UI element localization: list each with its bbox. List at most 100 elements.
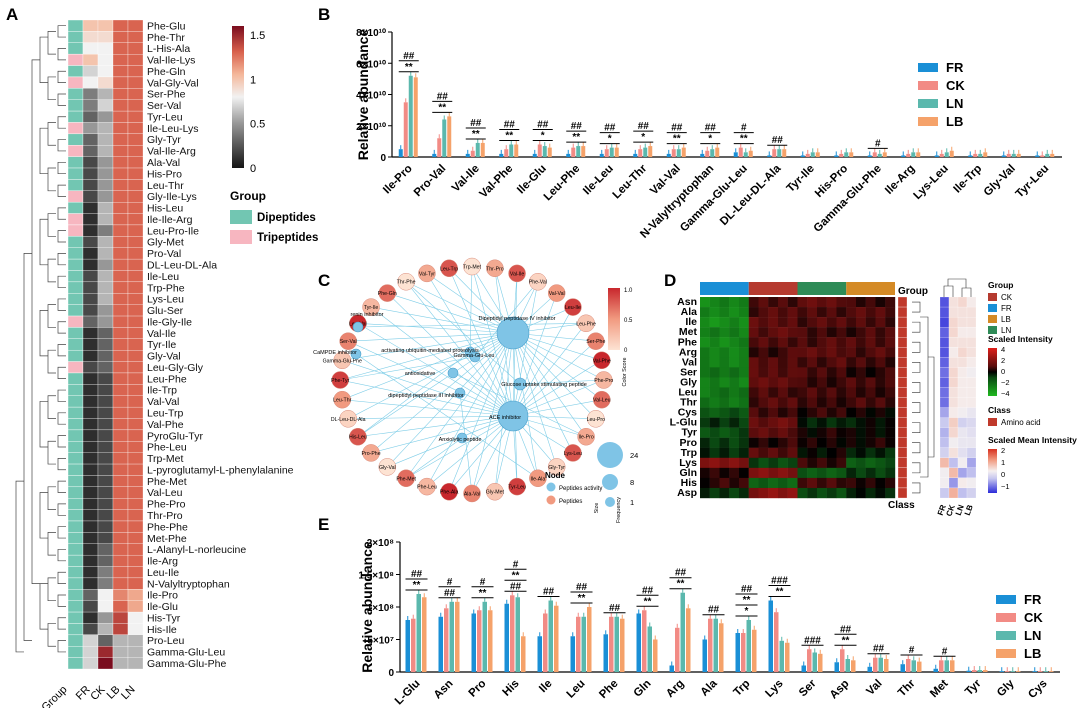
row-label: Val-Phe: [147, 419, 184, 431]
category-label: Lys: [763, 678, 785, 700]
class-cell: [898, 488, 907, 498]
heatmap-cell: [788, 317, 798, 327]
category-label: Val: [864, 678, 884, 698]
mean-cell: [940, 357, 949, 367]
heatmap-cell: [113, 327, 128, 338]
network-edge: [406, 438, 462, 478]
significance-mark: ##: [604, 123, 616, 134]
heatmap-cell: [876, 478, 886, 488]
heatmap-cell: [729, 307, 739, 317]
colorbar-tick: 0.5: [250, 119, 265, 131]
bar-lb: [581, 146, 585, 157]
heatmap-cell: [807, 387, 817, 397]
heatmap-cell: [128, 464, 143, 475]
scaled-intensity-tick: 4: [1001, 345, 1005, 354]
heatmap-cell: [749, 478, 759, 488]
heatmap-cell: [739, 448, 749, 458]
bar-lb: [983, 670, 988, 672]
significance-mark: **: [479, 588, 487, 599]
heatmap-cell: [83, 396, 98, 407]
heatmap-cell: [876, 377, 886, 387]
heatmap-cell: [856, 458, 866, 468]
heatmap-cell: [98, 612, 113, 623]
heatmap-cell: [846, 307, 856, 317]
bar-ck: [705, 151, 709, 157]
dendrogram-link: [48, 168, 56, 191]
heatmap-cell: [128, 327, 143, 338]
frequency-label: Frequency: [616, 497, 622, 523]
heatmap-cell: [866, 398, 876, 408]
bar-ck: [477, 610, 482, 672]
row-label: L-Alanyl-L-norleucine: [147, 544, 246, 556]
row-label: Val-Leu: [147, 487, 183, 499]
dendrogram-link: [58, 367, 66, 378]
peptide-node-label: Thr-Pro: [486, 266, 504, 272]
mean-cell: [949, 337, 958, 347]
bar-fr: [439, 617, 444, 672]
heatmap-cell: [866, 327, 876, 337]
dendrogram-link: [912, 322, 920, 332]
heatmap-cell: [846, 458, 856, 468]
heatmap-cell: [846, 297, 856, 307]
heatmap-cell: [98, 544, 113, 555]
heatmap-cell: [885, 468, 895, 478]
heatmap-cell: [876, 357, 886, 367]
heatmap-cell: [98, 430, 113, 441]
activity-node-label: renin inhibitor: [350, 312, 383, 318]
heatmap-cell: [749, 448, 759, 458]
heatmap-cell: [700, 458, 710, 468]
significance-mark: ##: [411, 569, 423, 580]
heatmap-cell: [720, 438, 730, 448]
peptide-node-label: Phe-Pro: [594, 378, 613, 384]
peptide-node-label: Ala-Val: [464, 491, 480, 497]
bar-lb: [620, 619, 625, 672]
column-dendrogram: [944, 279, 971, 297]
heatmap-cell: [98, 236, 113, 247]
heatmap-cell: [113, 236, 128, 247]
group-cell: [68, 623, 83, 634]
heatmap-cell: [729, 367, 739, 377]
bar-ln: [744, 152, 748, 157]
heatmap-cell: [83, 168, 98, 179]
heatmap-cell: [83, 510, 98, 521]
heatmap-cell: [113, 316, 128, 327]
bar-ln: [576, 146, 580, 157]
heatmap-cell: [83, 43, 98, 54]
mean-cell: [949, 297, 958, 307]
heatmap-cell: [739, 408, 749, 418]
heatmap-cell: [98, 646, 113, 657]
bar-fr: [1035, 155, 1039, 157]
heatmap-cell: [798, 398, 808, 408]
heatmap-cell: [98, 475, 113, 486]
heatmap-cell: [83, 532, 98, 543]
heatmap-cell: [710, 357, 720, 367]
heatmap-cell: [856, 357, 866, 367]
row-label: Val-Val: [147, 396, 179, 408]
bar-ln: [747, 620, 752, 672]
row-label: Ile-Ile-Arg: [147, 214, 193, 226]
heatmap-cell: [846, 357, 856, 367]
bar-fr: [399, 149, 403, 157]
activity-node-label: ACE inhibitor: [489, 415, 521, 421]
heatmap-cell: [759, 377, 769, 387]
dendrogram-link: [48, 578, 56, 601]
heatmap-cell: [739, 297, 749, 307]
heatmap-cell: [817, 428, 827, 438]
bar-ck: [609, 617, 614, 672]
heatmap-cell: [837, 398, 847, 408]
heatmap-cell: [837, 337, 847, 347]
heatmap-cell: [128, 532, 143, 543]
heatmap-cell: [710, 418, 720, 428]
bar-fr: [505, 604, 510, 672]
group-cell: [68, 475, 83, 486]
class-legend-title: Class: [988, 405, 1011, 415]
peptide-node-label: Val-Leu: [593, 398, 611, 404]
dendrogram-link: [948, 279, 966, 288]
heatmap-cell: [720, 347, 730, 357]
heatmap-cell: [846, 327, 856, 337]
heatmap-cell: [729, 337, 739, 347]
bar-fr: [736, 633, 741, 672]
activity-node-label: antioxidative: [405, 371, 436, 377]
network-edge: [406, 416, 513, 478]
